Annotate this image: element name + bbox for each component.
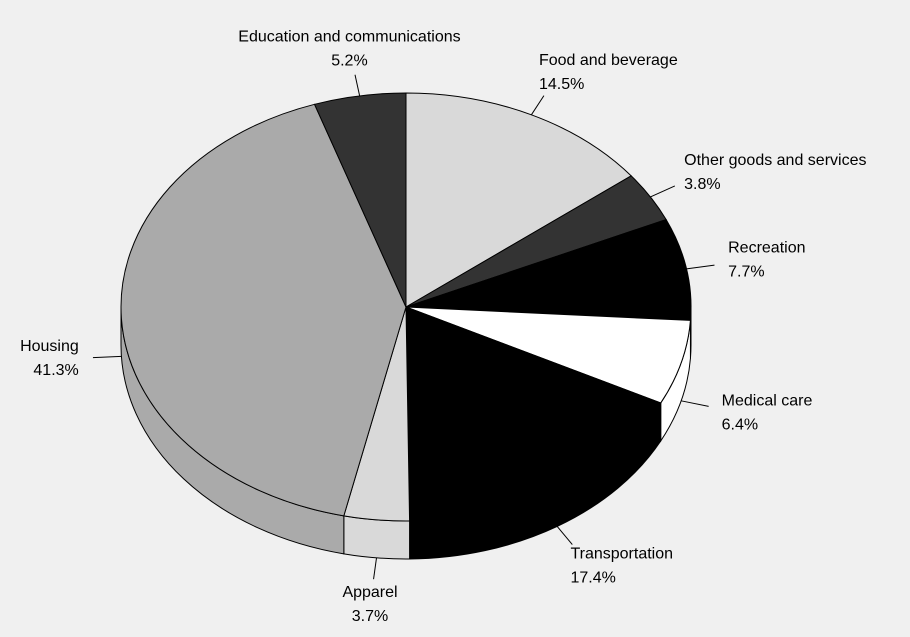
value-label: 41.3%: [33, 362, 78, 379]
slice-label: Other goods and services: [684, 152, 866, 169]
value-label: 7.7%: [728, 264, 764, 281]
leader-line: [556, 526, 573, 545]
slice: [405, 306, 662, 522]
slice: [405, 92, 633, 308]
value-label: 17.4%: [570, 570, 615, 587]
slice: [313, 92, 407, 308]
slice: [405, 306, 691, 404]
slice-label: Medical care: [722, 392, 813, 409]
leader-line: [530, 95, 545, 116]
slice-side: [343, 515, 411, 560]
leader-line: [650, 185, 676, 198]
value-label: 6.4%: [722, 416, 758, 433]
slice-label: Recreation: [728, 240, 805, 257]
leader-line: [681, 400, 709, 407]
slice: [120, 103, 407, 517]
value-label: 3.7%: [352, 608, 388, 625]
slice-label: Food and beverage: [539, 52, 678, 69]
value-label: 5.2%: [331, 53, 367, 70]
slice-label: Transportation: [570, 546, 673, 563]
slice-label: Apparel: [342, 584, 397, 601]
slice-label: Housing: [20, 338, 79, 355]
leader-line: [373, 557, 378, 580]
leader-line: [354, 74, 361, 96]
slice-label: Education and communications: [238, 29, 460, 46]
value-label: 14.5%: [539, 76, 584, 93]
leader-line: [92, 355, 122, 359]
leader-line: [686, 264, 715, 270]
value-label: 3.8%: [684, 176, 720, 193]
